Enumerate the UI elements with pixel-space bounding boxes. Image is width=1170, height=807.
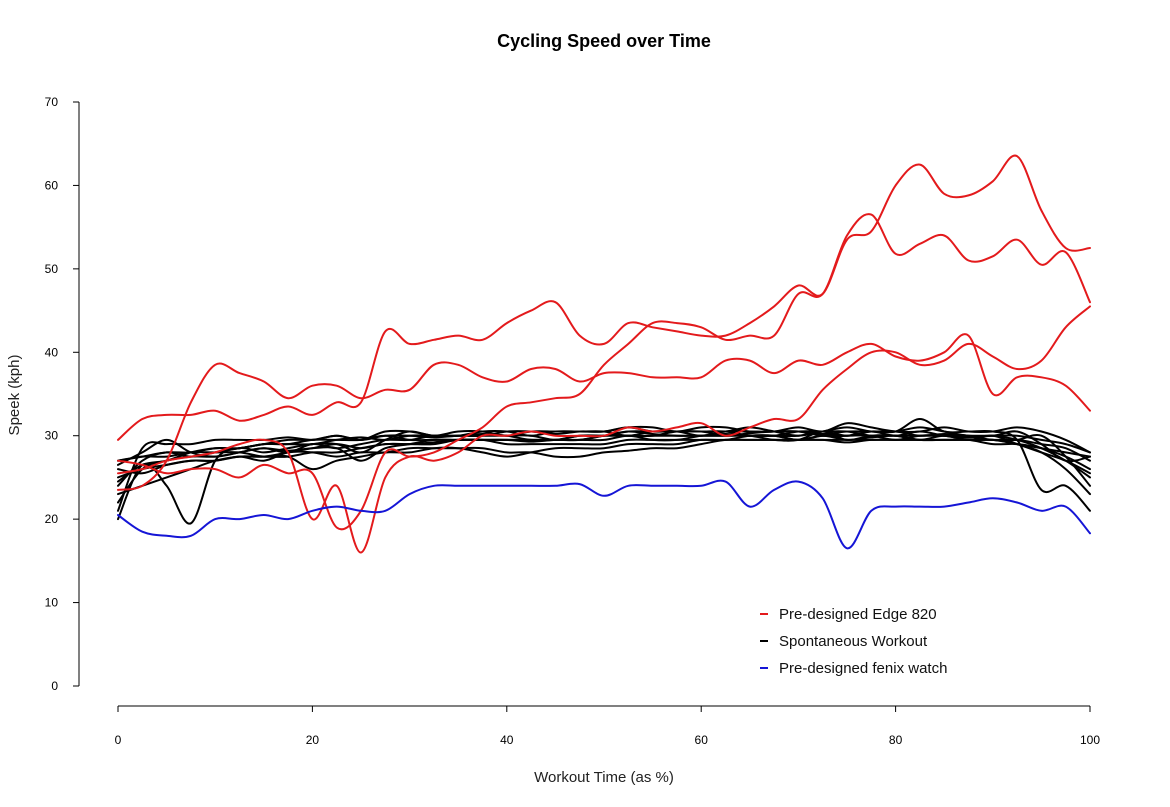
y-tick-label: 0	[51, 679, 58, 693]
y-tick-label: 50	[45, 262, 59, 276]
series-line-pre-designed-edge-820-0	[117, 333, 1091, 491]
y-tick-label: 20	[45, 512, 59, 526]
x-tick-label: 60	[695, 733, 709, 747]
x-tick-label: 40	[500, 733, 514, 747]
series-line-pre-designed-edge-820-3	[117, 305, 1091, 554]
x-tick-label: 100	[1080, 733, 1100, 747]
x-tick-label: 20	[306, 733, 320, 747]
y-axis: 0 10 20 30 40 50 60 70	[45, 95, 80, 693]
legend-label-fenix: Pre-designed fenix watch	[779, 660, 947, 677]
series-line-pre-designed-edge-820-1	[117, 154, 1091, 441]
series-line-spontaneous-workout-14	[117, 434, 1091, 496]
x-tick-label: 0	[115, 733, 122, 747]
series-line-pre-designed-fenix-watch-15	[117, 479, 1091, 550]
series-line-pre-designed-edge-820-2	[117, 213, 1091, 531]
y-tick-label: 70	[45, 95, 59, 109]
y-tick-label: 60	[45, 178, 59, 192]
x-axis-label: Workout Time (as %)	[534, 769, 674, 786]
legend-label-spontaneous: Spontaneous Workout	[779, 633, 928, 650]
series-line-spontaneous-workout-11	[117, 430, 1091, 479]
legend: Pre-designed Edge 820 Spontaneous Workou…	[760, 606, 947, 677]
series-group	[117, 154, 1091, 554]
chart-title: Cycling Speed over Time	[497, 31, 711, 51]
y-tick-label: 40	[45, 345, 59, 359]
x-axis: 0 20 40 60 80 100	[115, 705, 1100, 747]
x-tick-label: 80	[889, 733, 903, 747]
series-line-spontaneous-workout-6	[117, 426, 1091, 525]
y-tick-label: 30	[45, 429, 59, 443]
series-line-spontaneous-workout-12	[117, 438, 1091, 496]
y-tick-label: 10	[45, 596, 59, 610]
series-line-spontaneous-workout-7	[117, 430, 1091, 504]
legend-label-edge-820: Pre-designed Edge 820	[779, 606, 937, 623]
y-axis-label: Speek (kph)	[6, 355, 23, 436]
